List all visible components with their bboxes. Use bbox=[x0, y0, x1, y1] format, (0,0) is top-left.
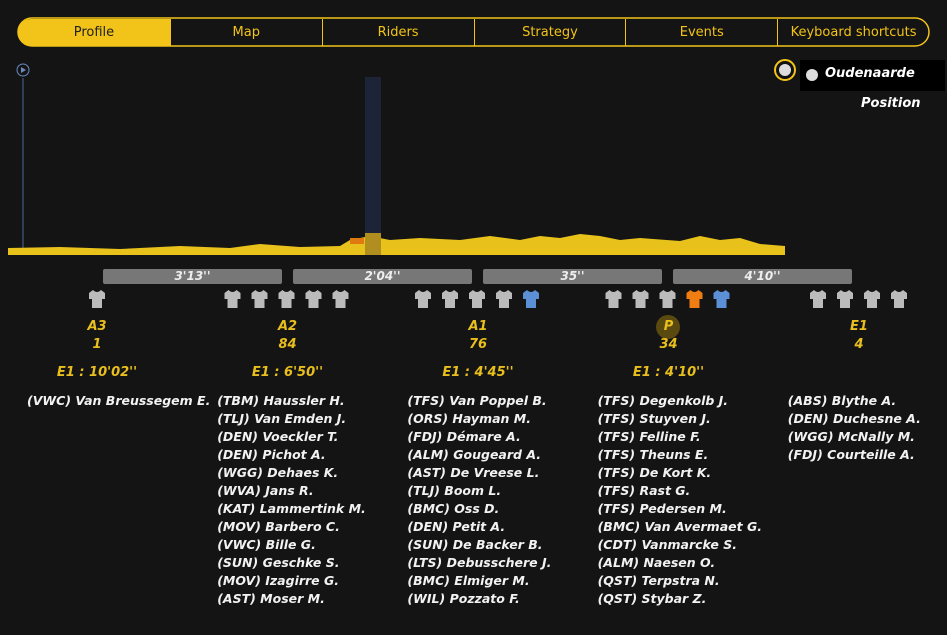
rider[interactable]: (DEN) Duchesne A. bbox=[787, 411, 921, 426]
rider[interactable]: (TLJ) Van Emden J. bbox=[217, 411, 347, 426]
rider[interactable]: (DEN) Pichot A. bbox=[217, 447, 326, 462]
rider[interactable]: (QST) Terpstra N. bbox=[597, 573, 720, 588]
group-gap: E1 : 4'45'' bbox=[442, 365, 514, 380]
jersey[interactable] bbox=[224, 290, 241, 308]
profile-terrain bbox=[8, 234, 785, 255]
rider[interactable]: (TFS) Rast G. bbox=[597, 483, 691, 498]
jersey[interactable] bbox=[891, 290, 907, 308]
rider[interactable]: (CDT) Vanmarcke S. bbox=[597, 537, 737, 552]
rider[interactable]: (SUN) Geschke S. bbox=[217, 555, 340, 570]
rider[interactable]: (TFS) Theuns E. bbox=[597, 447, 709, 462]
jersey[interactable] bbox=[632, 290, 649, 308]
group-label: A2 bbox=[277, 319, 298, 334]
position-label: Position bbox=[861, 96, 921, 111]
jersey[interactable] bbox=[415, 290, 431, 308]
rider[interactable]: (TFS) Stuyven J. bbox=[597, 411, 711, 426]
position-marker bbox=[365, 77, 381, 255]
rider[interactable]: (MOV) Barbero C. bbox=[217, 519, 340, 534]
rider[interactable]: (AST) De Vreese L. bbox=[407, 465, 540, 480]
play-button[interactable] bbox=[16, 63, 30, 77]
rider[interactable]: (TFS) De Kort K. bbox=[597, 465, 712, 480]
rider[interactable]: (TBM) Haussler H. bbox=[217, 393, 345, 408]
rider[interactable]: (TFS) Van Poppel B. bbox=[407, 393, 547, 408]
jersey[interactable] bbox=[278, 290, 295, 308]
group-gap: E1 : 10'02'' bbox=[56, 365, 138, 380]
profile-climb bbox=[350, 238, 364, 244]
jersey[interactable] bbox=[605, 290, 622, 308]
tab[interactable]: Riders bbox=[321, 19, 474, 46]
rider[interactable]: (WGG) McNally M. bbox=[787, 429, 915, 444]
group-count: 4 bbox=[854, 337, 864, 352]
rider[interactable]: (KAT) Lammertink M. bbox=[217, 501, 366, 516]
jersey[interactable] bbox=[442, 290, 458, 308]
rider[interactable]: (FDJ) Courteille A. bbox=[787, 447, 915, 462]
gap-bar: 3'13'' bbox=[103, 269, 282, 284]
jersey[interactable] bbox=[496, 290, 512, 308]
rider[interactable]: (BMC) Elmiger M. bbox=[407, 573, 530, 588]
tab[interactable]: Profile bbox=[18, 19, 170, 46]
tab[interactable]: Map bbox=[169, 19, 322, 46]
jersey[interactable] bbox=[810, 290, 826, 308]
rider[interactable]: (VWC) Bille G. bbox=[217, 537, 316, 552]
group-count: 84 bbox=[278, 337, 297, 352]
jersey[interactable] bbox=[686, 290, 703, 308]
rider[interactable]: (QST) Stybar Z. bbox=[597, 591, 707, 606]
rider[interactable]: (VWC) Van Breussegem E. bbox=[27, 393, 211, 408]
rider[interactable]: (WVA) Jans R. bbox=[217, 483, 314, 498]
rider[interactable]: (TFS) Degenkolb J. bbox=[597, 393, 729, 408]
jersey[interactable] bbox=[523, 290, 539, 308]
jersey[interactable] bbox=[659, 290, 676, 308]
rider[interactable]: (WIL) Pozzato F. bbox=[407, 591, 520, 606]
finish-icon bbox=[779, 64, 791, 76]
rider[interactable]: (AST) Moser M. bbox=[217, 591, 325, 606]
group-label: A1 bbox=[468, 319, 488, 334]
jersey[interactable] bbox=[89, 290, 105, 308]
rider[interactable]: (ORS) Hayman M. bbox=[407, 411, 531, 426]
finish-box bbox=[800, 60, 945, 91]
profile-current bbox=[365, 233, 381, 255]
rider[interactable]: (ABS) Blythe A. bbox=[787, 393, 897, 408]
rider[interactable]: (WGG) Dehaes K. bbox=[217, 465, 339, 480]
rider[interactable]: (SUN) De Backer B. bbox=[407, 537, 543, 552]
play-icon bbox=[21, 67, 26, 73]
rider[interactable]: (LTS) Debusschere J. bbox=[407, 555, 552, 570]
jersey[interactable] bbox=[864, 290, 880, 308]
rider[interactable]: (ALM) Gougeard A. bbox=[407, 447, 541, 462]
rider[interactable]: (BMC) Oss D. bbox=[407, 501, 500, 516]
finish-name: Oudenaarde bbox=[825, 66, 915, 81]
rider[interactable]: (FDJ) Démare A. bbox=[407, 429, 521, 444]
rider[interactable]: (DEN) Petit A. bbox=[407, 519, 506, 534]
group-count: 1 bbox=[92, 337, 102, 352]
rider[interactable]: (TFS) Felline F. bbox=[597, 429, 701, 444]
gap-bar: 35'' bbox=[483, 269, 662, 284]
tab[interactable]: Strategy bbox=[473, 19, 626, 46]
flag-icon bbox=[806, 69, 818, 81]
jersey[interactable] bbox=[305, 290, 322, 308]
group-label: E1 bbox=[850, 319, 868, 334]
group-label: P bbox=[663, 319, 674, 334]
jersey[interactable] bbox=[469, 290, 485, 308]
rider[interactable]: (TLJ) Boom L. bbox=[407, 483, 502, 498]
group-count: 34 bbox=[659, 337, 678, 352]
tab[interactable]: Events bbox=[625, 19, 777, 46]
gap-bar: 2'04'' bbox=[293, 269, 472, 284]
rider[interactable]: (DEN) Voeckler T. bbox=[217, 429, 339, 444]
peloton-highlight bbox=[656, 315, 680, 339]
jersey[interactable] bbox=[837, 290, 853, 308]
rider[interactable]: (ALM) Naesen O. bbox=[597, 555, 716, 570]
jersey[interactable] bbox=[251, 290, 268, 308]
jersey[interactable] bbox=[713, 290, 730, 308]
jersey[interactable] bbox=[332, 290, 349, 308]
rider[interactable]: (TFS) Pedersen M. bbox=[597, 501, 727, 516]
tab[interactable]: Keyboard shortcuts bbox=[777, 19, 929, 46]
group-gap: E1 : 6'50'' bbox=[251, 365, 324, 380]
group-count: 76 bbox=[468, 337, 488, 352]
group-gap: E1 : 4'10'' bbox=[632, 365, 705, 380]
group-label: A3 bbox=[87, 319, 107, 334]
rider[interactable]: (MOV) Izagirre G. bbox=[217, 573, 340, 588]
rider[interactable]: (BMC) Van Avermaet G. bbox=[597, 519, 762, 534]
gap-bar: 4'10'' bbox=[673, 269, 852, 284]
